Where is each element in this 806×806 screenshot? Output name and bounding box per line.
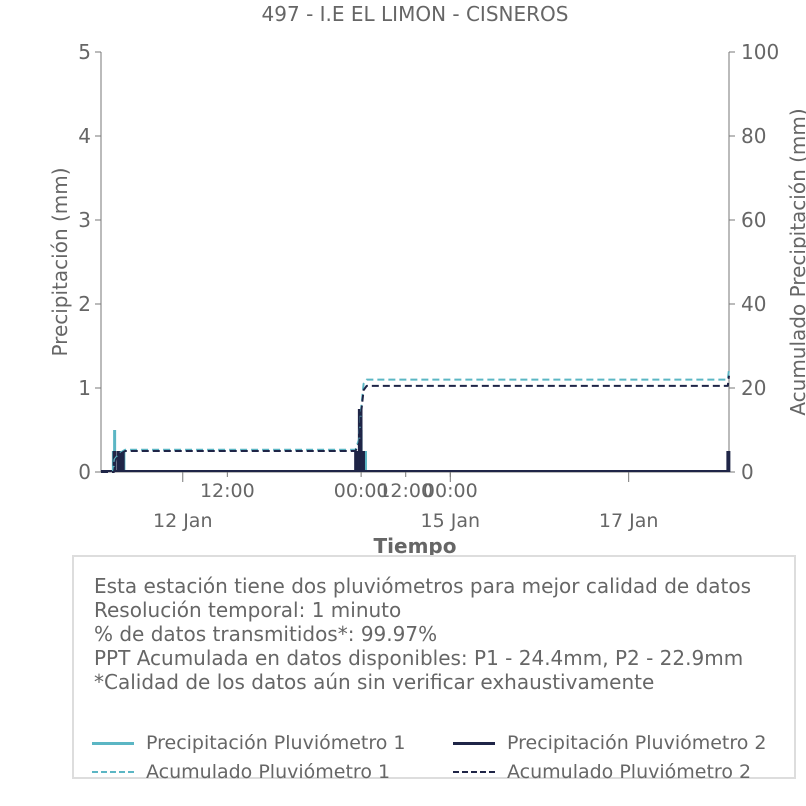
x-minor-tick-label: 12:00	[378, 480, 433, 502]
info-line-resolution: Resolución temporal: 1 minuto	[94, 598, 402, 622]
y-tick-label: 4	[78, 124, 91, 148]
x-minor-tick-label: 12:00	[200, 480, 255, 502]
legend-swatch-precip-p1	[92, 741, 134, 745]
legend-label: Acumulado Pluviómetro 2	[507, 761, 752, 783]
precip-bar-1	[363, 451, 367, 472]
precip-bar-2	[726, 451, 731, 472]
info-line-transmitted: % de datos transmitidos*: 99.97%	[94, 622, 438, 646]
legend-swatch-accum-p2	[453, 771, 495, 773]
legend-label: Precipitación Pluviómetro 2	[507, 732, 767, 754]
info-lines: Esta estación tiene dos pluviómetros par…	[94, 574, 751, 694]
legend-item-accum-p2: Acumulado Pluviómetro 2	[453, 761, 751, 783]
legend-label: Precipitación Pluviómetro 1	[146, 732, 406, 754]
info-line-dual-gauge: Esta estación tiene dos pluviómetros par…	[94, 574, 752, 598]
y2-tick-label: 80	[741, 124, 766, 148]
legend-item-accum-p1: Acumulado Pluviómetro 1	[92, 761, 390, 783]
precipitation-chart: 497 - I.E EL LIMON - CISNEROS 0 1 2 3 4 5 0 20 4…	[48, 2, 806, 555]
info-line-accumulated: PPT Acumulada en datos disponibles: P1 -…	[94, 646, 744, 670]
info-line-quality-note: *Calidad de los datos aún sin verificar …	[94, 670, 655, 694]
y-tick-label: 3	[78, 208, 91, 232]
accumulated-lines	[101, 369, 730, 473]
y2-axis-label: Acumulado Precipitación (mm)	[786, 108, 806, 415]
x-axis-label: Tiempo	[374, 534, 457, 555]
y2-tick-label: 100	[741, 40, 779, 64]
y-axis-label: Precipitación (mm)	[48, 167, 72, 356]
legend-swatch-accum-p1	[92, 771, 134, 773]
y-tick-label: 5	[78, 40, 91, 64]
accumulated-line-3	[101, 375, 730, 473]
x-major-tick-label: 17 Jan	[599, 510, 659, 532]
precip-bar-2	[358, 409, 363, 472]
y-tick-label: 2	[78, 292, 91, 316]
legend-swatch-precip-p2	[453, 741, 495, 745]
y2-tick-label: 60	[741, 208, 766, 232]
legend-label: Acumulado Pluviómetro 1	[146, 761, 391, 783]
y-tick-label: 0	[78, 460, 91, 484]
precip-bars-p2	[101, 409, 731, 472]
precip-bar-2	[120, 451, 125, 472]
x-minor-tick-label: 00:00	[334, 480, 389, 502]
x-minor-tick-label: 00:00	[423, 480, 478, 502]
x-major-tick-label: 15 Jan	[421, 510, 481, 532]
info-box: Esta estación tiene dos pluviómetros par…	[72, 555, 796, 783]
y2-tick-label: 0	[741, 460, 754, 484]
accumulated-line-2	[101, 369, 730, 473]
precip-bar-2	[360, 451, 365, 472]
precip-bars-p1	[101, 430, 730, 472]
y2-tick-label: 40	[741, 292, 766, 316]
legend-item-precip-p2: Precipitación Pluviómetro 2	[453, 732, 767, 754]
chart-title: 497 - I.E EL LIMON - CISNEROS	[262, 2, 569, 26]
y-tick-label: 1	[78, 376, 91, 400]
x-major-tick-label: 12 Jan	[153, 510, 213, 532]
y2-tick-label: 20	[741, 376, 766, 400]
legend-item-precip-p1: Precipitación Pluviómetro 1	[92, 732, 406, 754]
